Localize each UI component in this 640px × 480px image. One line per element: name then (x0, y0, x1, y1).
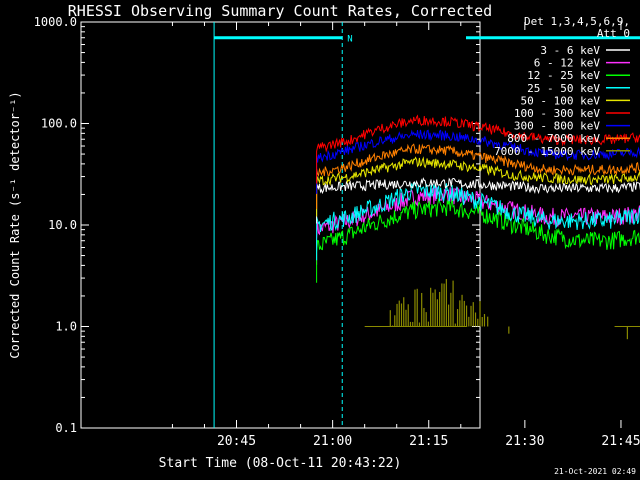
night-markers: N (213, 22, 640, 428)
legend-label: 6 - 12 keV (534, 57, 601, 70)
y-axis-label: Corrected Count Rate (s⁻¹ detector⁻¹) (8, 91, 22, 358)
legend-label: 800 - 7000 keV (507, 132, 600, 145)
x-tick-label: 21:30 (505, 434, 544, 449)
x-tick-label: 21:45 (601, 434, 640, 449)
legend-label: 12 - 25 keV (527, 69, 600, 82)
series-lines (316, 114, 640, 283)
legend-header-line1: Det 1,3,4,5,6,9, (524, 15, 630, 28)
legend-label: 300 - 800 keV (514, 120, 600, 133)
legend-label: 100 - 300 keV (514, 107, 600, 120)
legend-label: 25 - 50 keV (527, 82, 600, 95)
series-line (316, 177, 640, 224)
x-tick-label: 21:15 (409, 434, 448, 449)
series-line (316, 129, 640, 194)
attenuator-series (364, 279, 640, 340)
y-tick-label: 10.0 (48, 218, 77, 232)
x-tick-label: 21:00 (313, 434, 352, 449)
y-tick-label: 0.1 (55, 421, 77, 435)
legend-label: 3 - 6 keV (540, 44, 600, 57)
y-tick-label: 1000.0 (34, 15, 77, 29)
y-tick-label: 1.0 (55, 320, 77, 334)
legend-label: 50 - 100 keV (521, 94, 601, 107)
x-axis-label: Start Time (08-Oct-11 20:43:22) (159, 456, 402, 471)
x-tick-label: 20:45 (217, 434, 256, 449)
legend-header-line2: Att 0 (597, 27, 630, 40)
legend-label: 7000 - 15000 keV (494, 145, 600, 158)
series-line (316, 114, 640, 184)
series-line (316, 181, 640, 261)
series-line (316, 197, 640, 283)
y-tick-label: 100.0 (41, 117, 77, 131)
chart-title: RHESSI Observing Summary Count Rates, Co… (68, 2, 492, 20)
footer-timestamp: 21-Oct-2021 02:49 (554, 467, 636, 476)
series-line (316, 143, 640, 209)
series-line (316, 156, 640, 217)
night-marker-label: N (347, 35, 352, 45)
axes: 0.1 1.0 10.0 100.0 1000.0 20:45 21:00 21:15 21:3… (34, 15, 640, 449)
